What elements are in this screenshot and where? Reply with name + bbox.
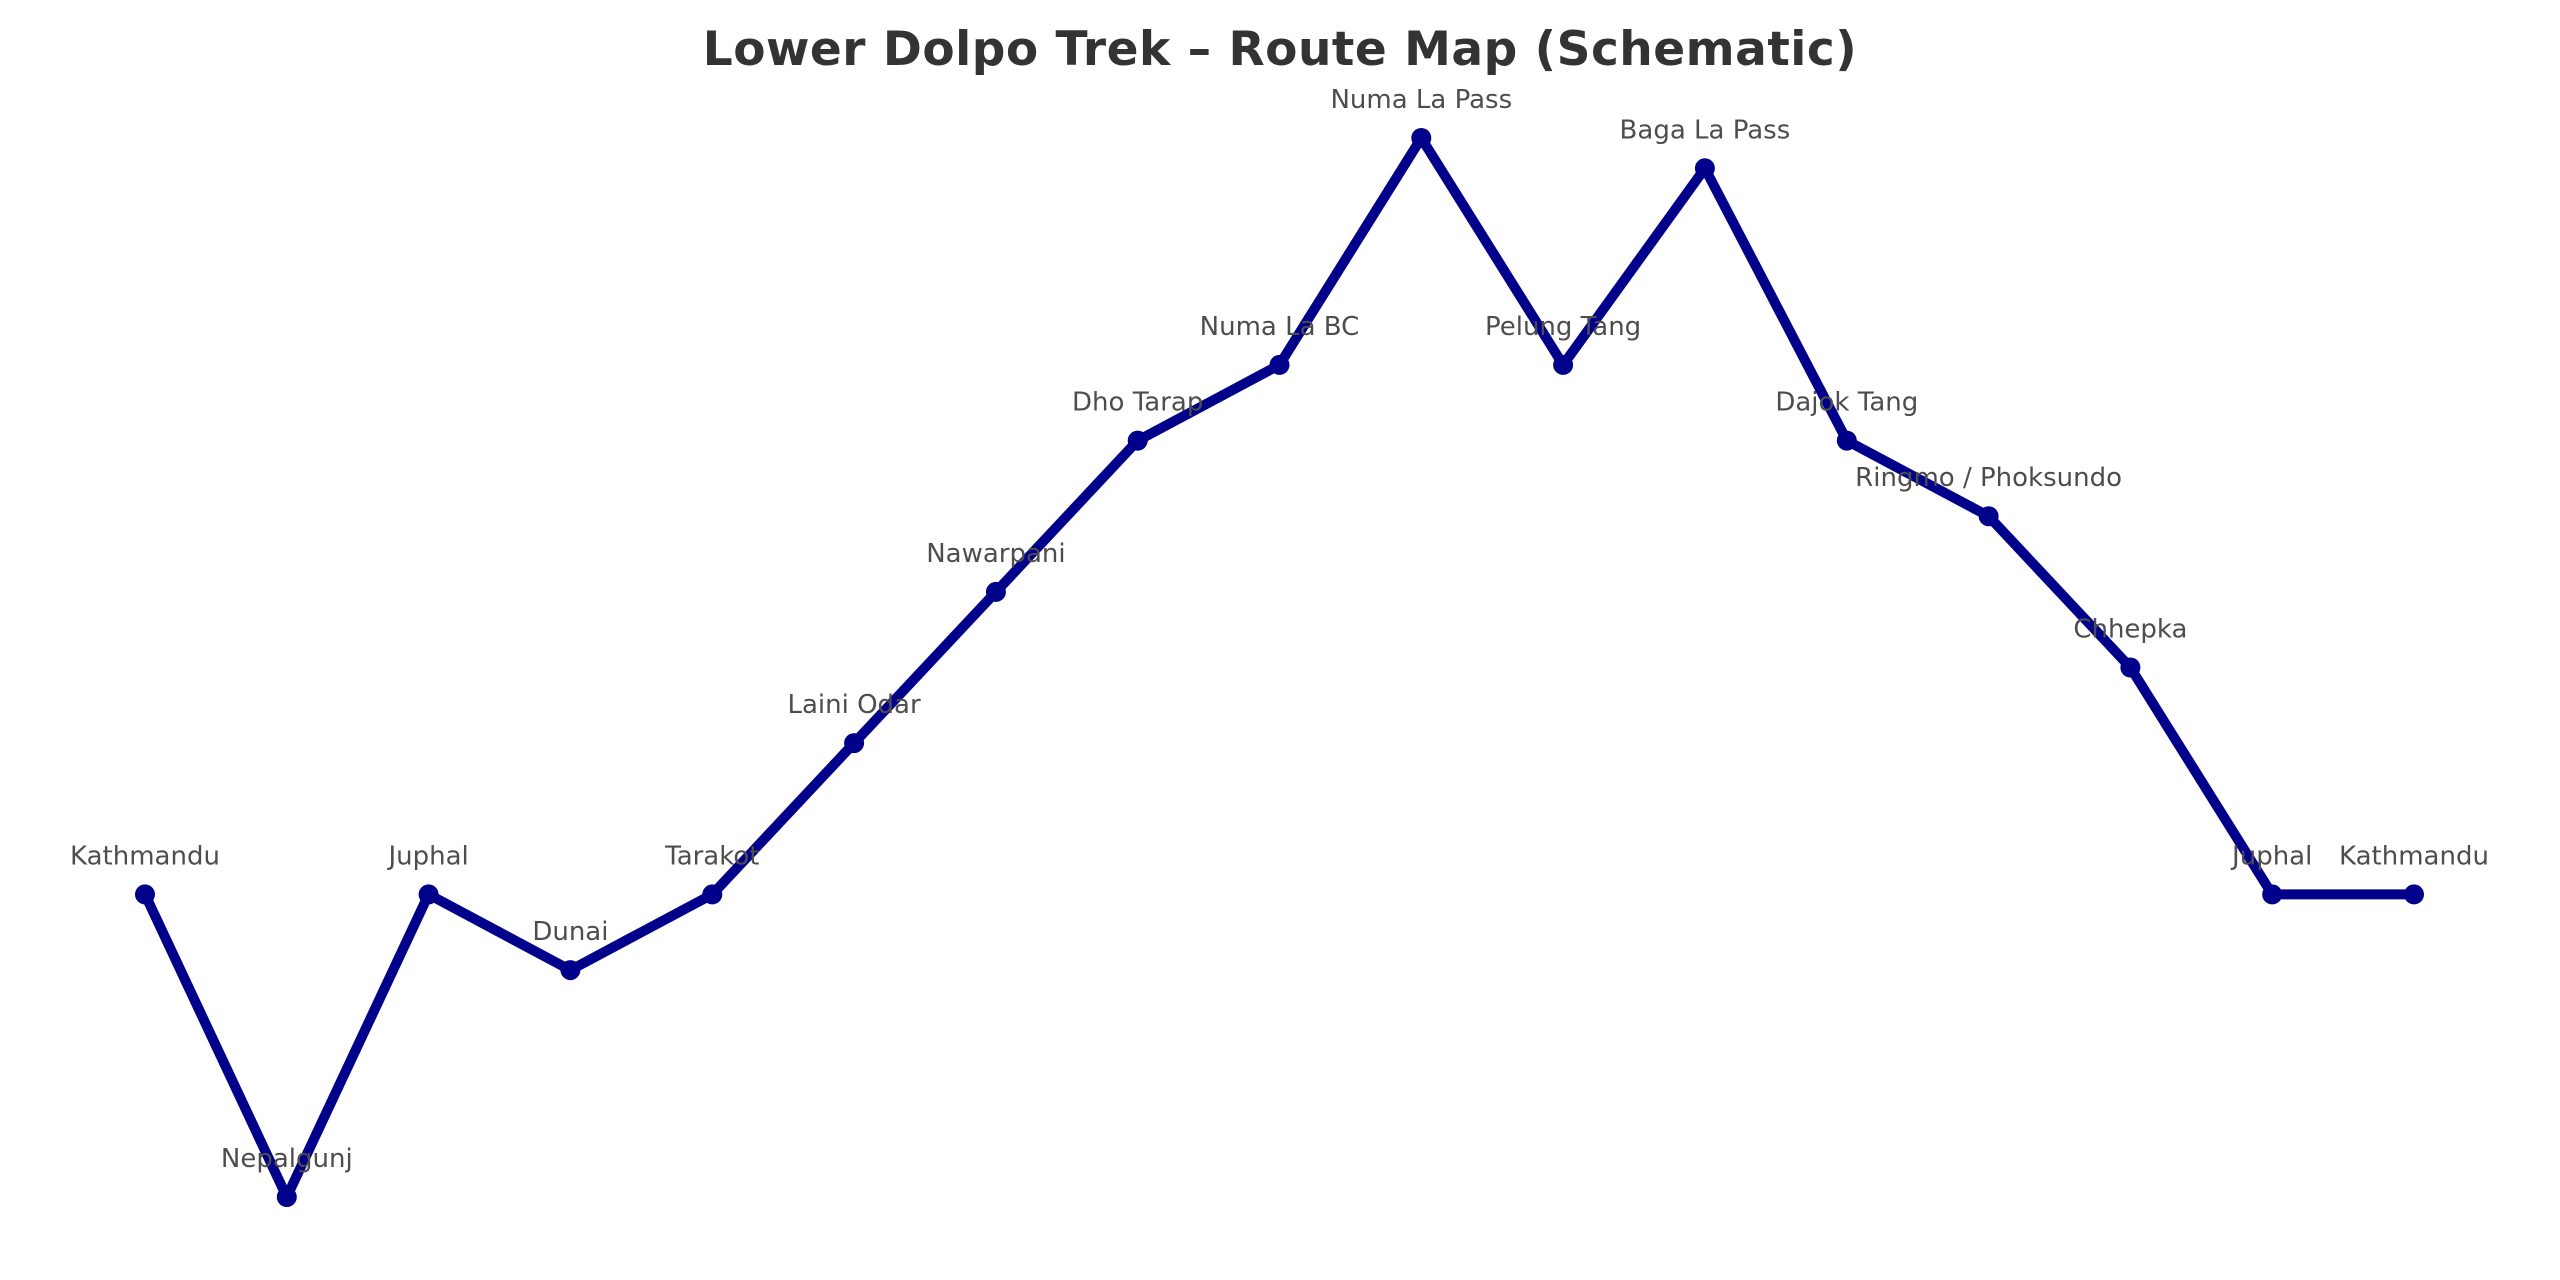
route-point-marker bbox=[1836, 430, 1857, 451]
route-point-marker bbox=[2262, 884, 2283, 905]
route-point-label: Dunai bbox=[532, 917, 608, 947]
route-point-label: Dajok Tang bbox=[1775, 388, 1918, 418]
route-line bbox=[140, 133, 2419, 1202]
route-point-marker bbox=[418, 884, 439, 905]
route-point-label: Ringmo / Phoksundo bbox=[1855, 463, 2122, 493]
route-point-label: Chhepka bbox=[2073, 615, 2187, 645]
route-point-label: Juphal bbox=[2230, 841, 2312, 871]
route-point-label: Numa La Pass bbox=[1330, 85, 1512, 115]
route-point-marker bbox=[1978, 506, 1999, 527]
route-point-label: Tarakot bbox=[664, 841, 759, 871]
route-point-marker bbox=[2404, 884, 2424, 905]
route-point-marker bbox=[1411, 128, 1432, 148]
route-point-marker bbox=[2120, 657, 2141, 678]
route-point-label: Juphal bbox=[386, 841, 468, 871]
route-point-marker bbox=[276, 1187, 297, 1207]
route-point-marker bbox=[1553, 354, 1574, 375]
chart-title: Lower Dolpo Trek – Route Map (Schematic) bbox=[702, 22, 1858, 77]
route-point-label: Nawarpani bbox=[926, 539, 1065, 569]
route-point-marker bbox=[844, 733, 865, 754]
route-point-label: Kathmandu bbox=[2339, 841, 2489, 871]
route-point-marker bbox=[985, 581, 1006, 602]
route-point-label: Dho Tarap bbox=[1072, 388, 1203, 418]
route-point-marker bbox=[560, 960, 581, 981]
route-point-marker bbox=[135, 884, 155, 905]
route-point-label: Nepalgunj bbox=[221, 1144, 353, 1174]
route-point-marker bbox=[702, 884, 723, 905]
route-point-label: Laini Odar bbox=[787, 690, 921, 720]
route-point-label: Numa La BC bbox=[1200, 312, 1360, 342]
route-point-label: Pelung Tang bbox=[1485, 312, 1641, 342]
route-point-marker bbox=[1269, 354, 1290, 375]
route-point-label: Baga La Pass bbox=[1620, 115, 1791, 145]
route-point-label: Kathmandu bbox=[70, 841, 220, 871]
route-point-marker bbox=[1694, 158, 1715, 179]
route-point-marker bbox=[1127, 430, 1148, 451]
